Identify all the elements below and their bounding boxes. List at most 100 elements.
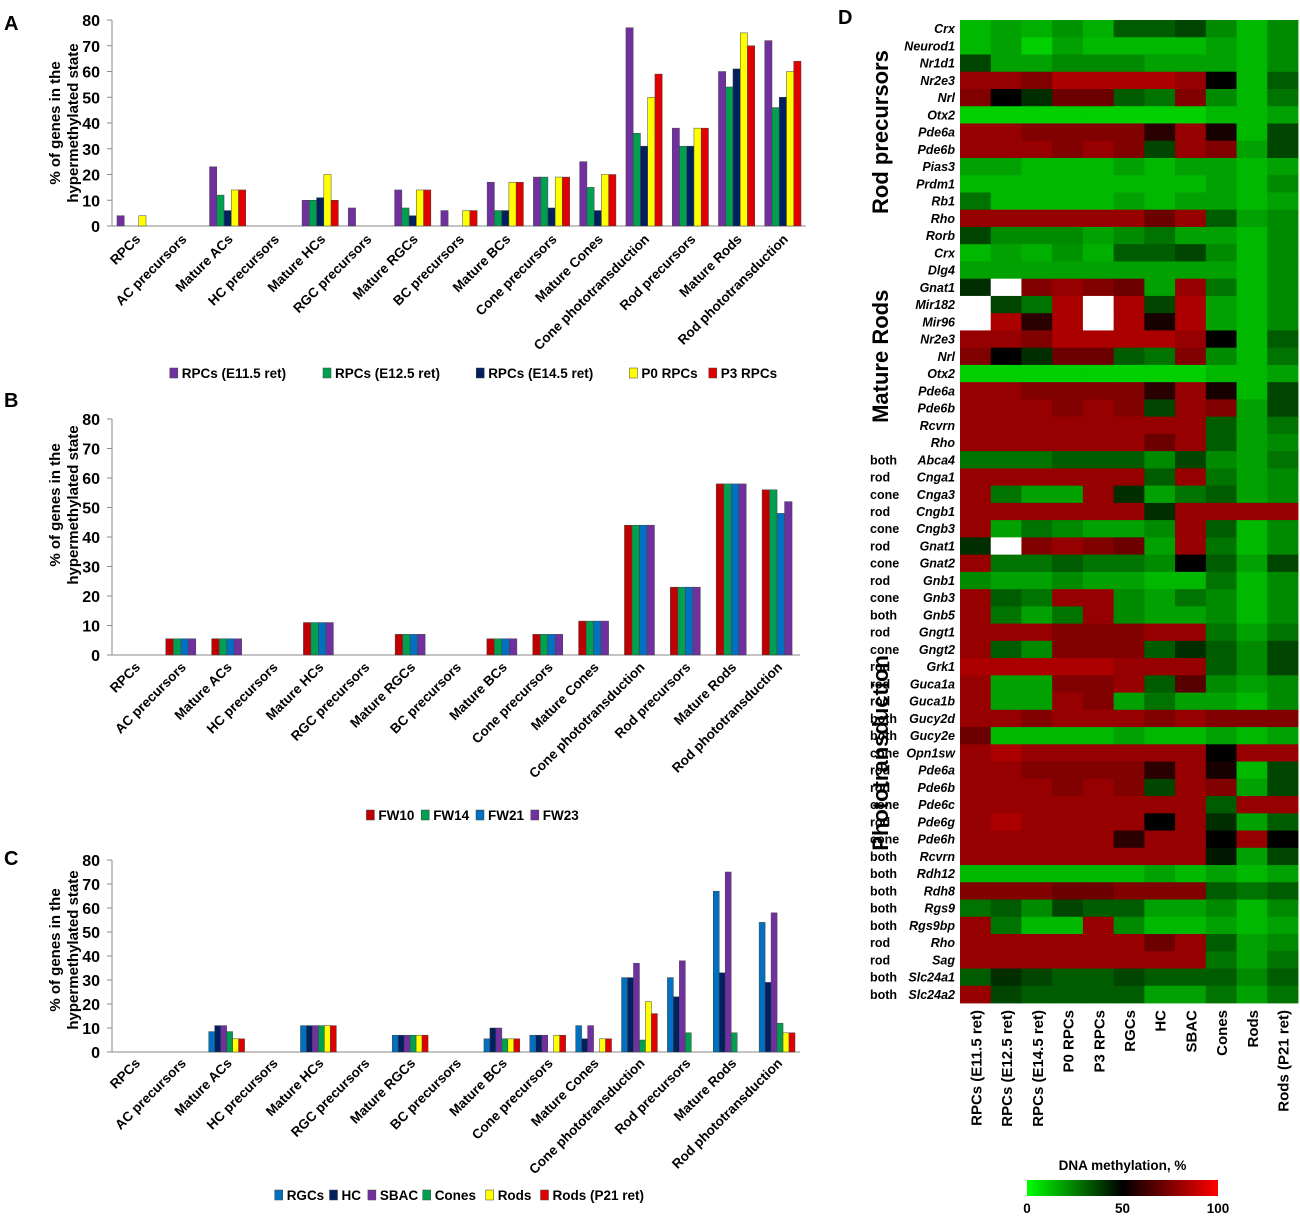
heatmap-cell [1205,675,1237,693]
heatmap-cell [1021,623,1053,642]
x-tick-label: RPCs [107,660,143,696]
row-gene-label: Gngt2 [919,643,955,657]
heatmap-cell [1113,399,1145,418]
row-gene-label: Mir96 [922,315,956,329]
bar [489,1027,497,1053]
heatmap-cell [1175,54,1207,73]
row-tag-label: both [870,902,897,916]
row-gene-label: Abca4 [916,453,955,467]
heatmap-cell [1052,261,1084,280]
bar [529,1034,537,1053]
heatmap-cell [1082,796,1115,814]
heatmap-cell [960,537,992,556]
heatmap-cell [1175,985,1207,1004]
y-tick-label: 40 [82,116,100,133]
heatmap-cell [1082,244,1115,262]
legend-entry: FW10 [378,808,414,823]
row-gene-label: Rho [931,436,956,450]
heatmap-cell [1205,226,1237,245]
bar [486,638,495,656]
heatmap-cell [1236,347,1268,366]
row-gene-label: Grk1 [927,660,956,674]
row-tag-label: rod [870,764,890,778]
heatmap-cell [1052,951,1084,969]
heatmap-cell [1267,744,1299,762]
heatmap-cell [1144,71,1176,90]
heatmap-cell [1267,727,1299,745]
y-tick-label: 30 [82,560,100,577]
heatmap-cell [1175,658,1207,676]
bar [692,586,701,656]
bar [440,210,449,227]
row-gene-label: Gnb3 [923,591,955,605]
row-tag-label: cone [870,488,899,502]
heatmap-cell [1267,985,1299,1004]
bar [667,977,674,1053]
heatmap-cell [1267,295,1299,314]
heatmap-cell [1144,778,1176,797]
heatmap-cell [1052,847,1084,866]
heatmap-cell [1205,882,1237,900]
bar [324,1025,331,1053]
y-tick-label: 60 [82,471,100,488]
heatmap-cell [1082,640,1115,659]
row-gene-label: Rgs9bp [909,919,955,933]
bar [764,982,772,1053]
row-tag-label: rod [870,471,890,485]
bar [725,86,734,227]
heatmap-cell [990,313,1022,331]
heatmap-cell [1021,899,1053,918]
bar [494,638,503,656]
heatmap-cell [1267,554,1299,573]
heatmap-cell [990,451,1022,469]
heatmap-cell [1205,589,1237,607]
heatmap-cell [1236,778,1268,797]
heatmap-cell [1144,968,1176,987]
heatmap-cell [960,157,992,176]
heatmap-cell [960,658,992,676]
y-tick-label: 60 [82,65,100,82]
heatmap-cell [1175,813,1207,831]
legend-entry: RGCs [287,1188,325,1203]
heatmap-cell [1267,71,1299,90]
column-label: Cones [1214,1010,1231,1056]
heatmap-cell [1175,433,1207,452]
column-label: RPCs (E14.5 ret) [1030,1010,1047,1127]
heatmap-cell [1144,140,1176,159]
row-gene-label: Rho [931,212,956,226]
heatmap-cell [1267,520,1299,538]
heatmap-cell [1205,640,1237,659]
heatmap-cell [1236,244,1268,262]
heatmap-cell [1021,502,1053,521]
heatmap-cell [1082,123,1115,142]
heatmap-cell [990,847,1022,866]
heatmap-cell [1144,985,1176,1004]
heatmap-cell [1082,106,1115,124]
panel-letter: A [4,13,18,35]
bar [494,210,502,227]
bar [778,97,787,227]
heatmap-cell [960,640,992,659]
heatmap-cell [1113,520,1145,538]
row-gene-label: Slc24a2 [908,988,955,1002]
x-tick-label: RPCs [107,1056,143,1092]
heatmap-cell [1236,106,1268,124]
heatmap-cell [1267,830,1299,849]
row-tag-label: both [870,729,897,743]
heatmap-cell [1236,416,1268,435]
heatmap-cell [1205,606,1237,624]
heatmap-cell [990,692,1022,711]
heatmap-cell [1175,692,1207,711]
bar [208,1031,215,1053]
heatmap-cell [960,606,992,624]
heatmap-cell [960,244,992,262]
row-gene-label: Nrl [938,91,956,105]
heatmap-cell [960,140,992,159]
heatmap-cell [960,295,992,314]
heatmap-cell [990,416,1022,435]
heatmap-cell [1052,571,1084,590]
bar [575,1025,582,1053]
heatmap-cell [1113,123,1145,142]
heatmap-cell [1205,468,1237,487]
bar [562,176,570,227]
